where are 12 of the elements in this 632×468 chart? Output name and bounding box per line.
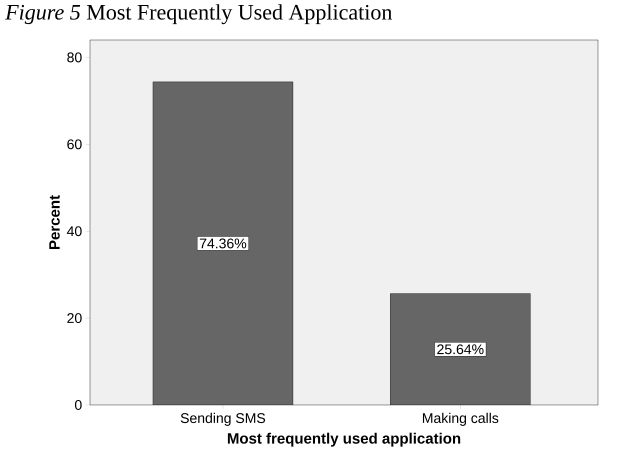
y-tick-label: 20 [67,313,82,324]
y-tick-label: 0 [74,400,82,410]
data-label: 74.36% [200,238,246,248]
x-tick-label: Making calls [422,412,498,426]
data-label: 25.64% [437,344,484,354]
x-tick-label: Sending SMS [180,412,266,426]
x-axis-title: Most frequently used application [228,432,460,447]
chart-title: Figure 5 Most Frequently Used Application [5,4,392,24]
y-tick-label: 60 [67,139,82,150]
y-tick-label: 80 [67,52,82,62]
y-tick-label: 40 [66,226,82,236]
y-axis-title: Percent [49,195,60,250]
